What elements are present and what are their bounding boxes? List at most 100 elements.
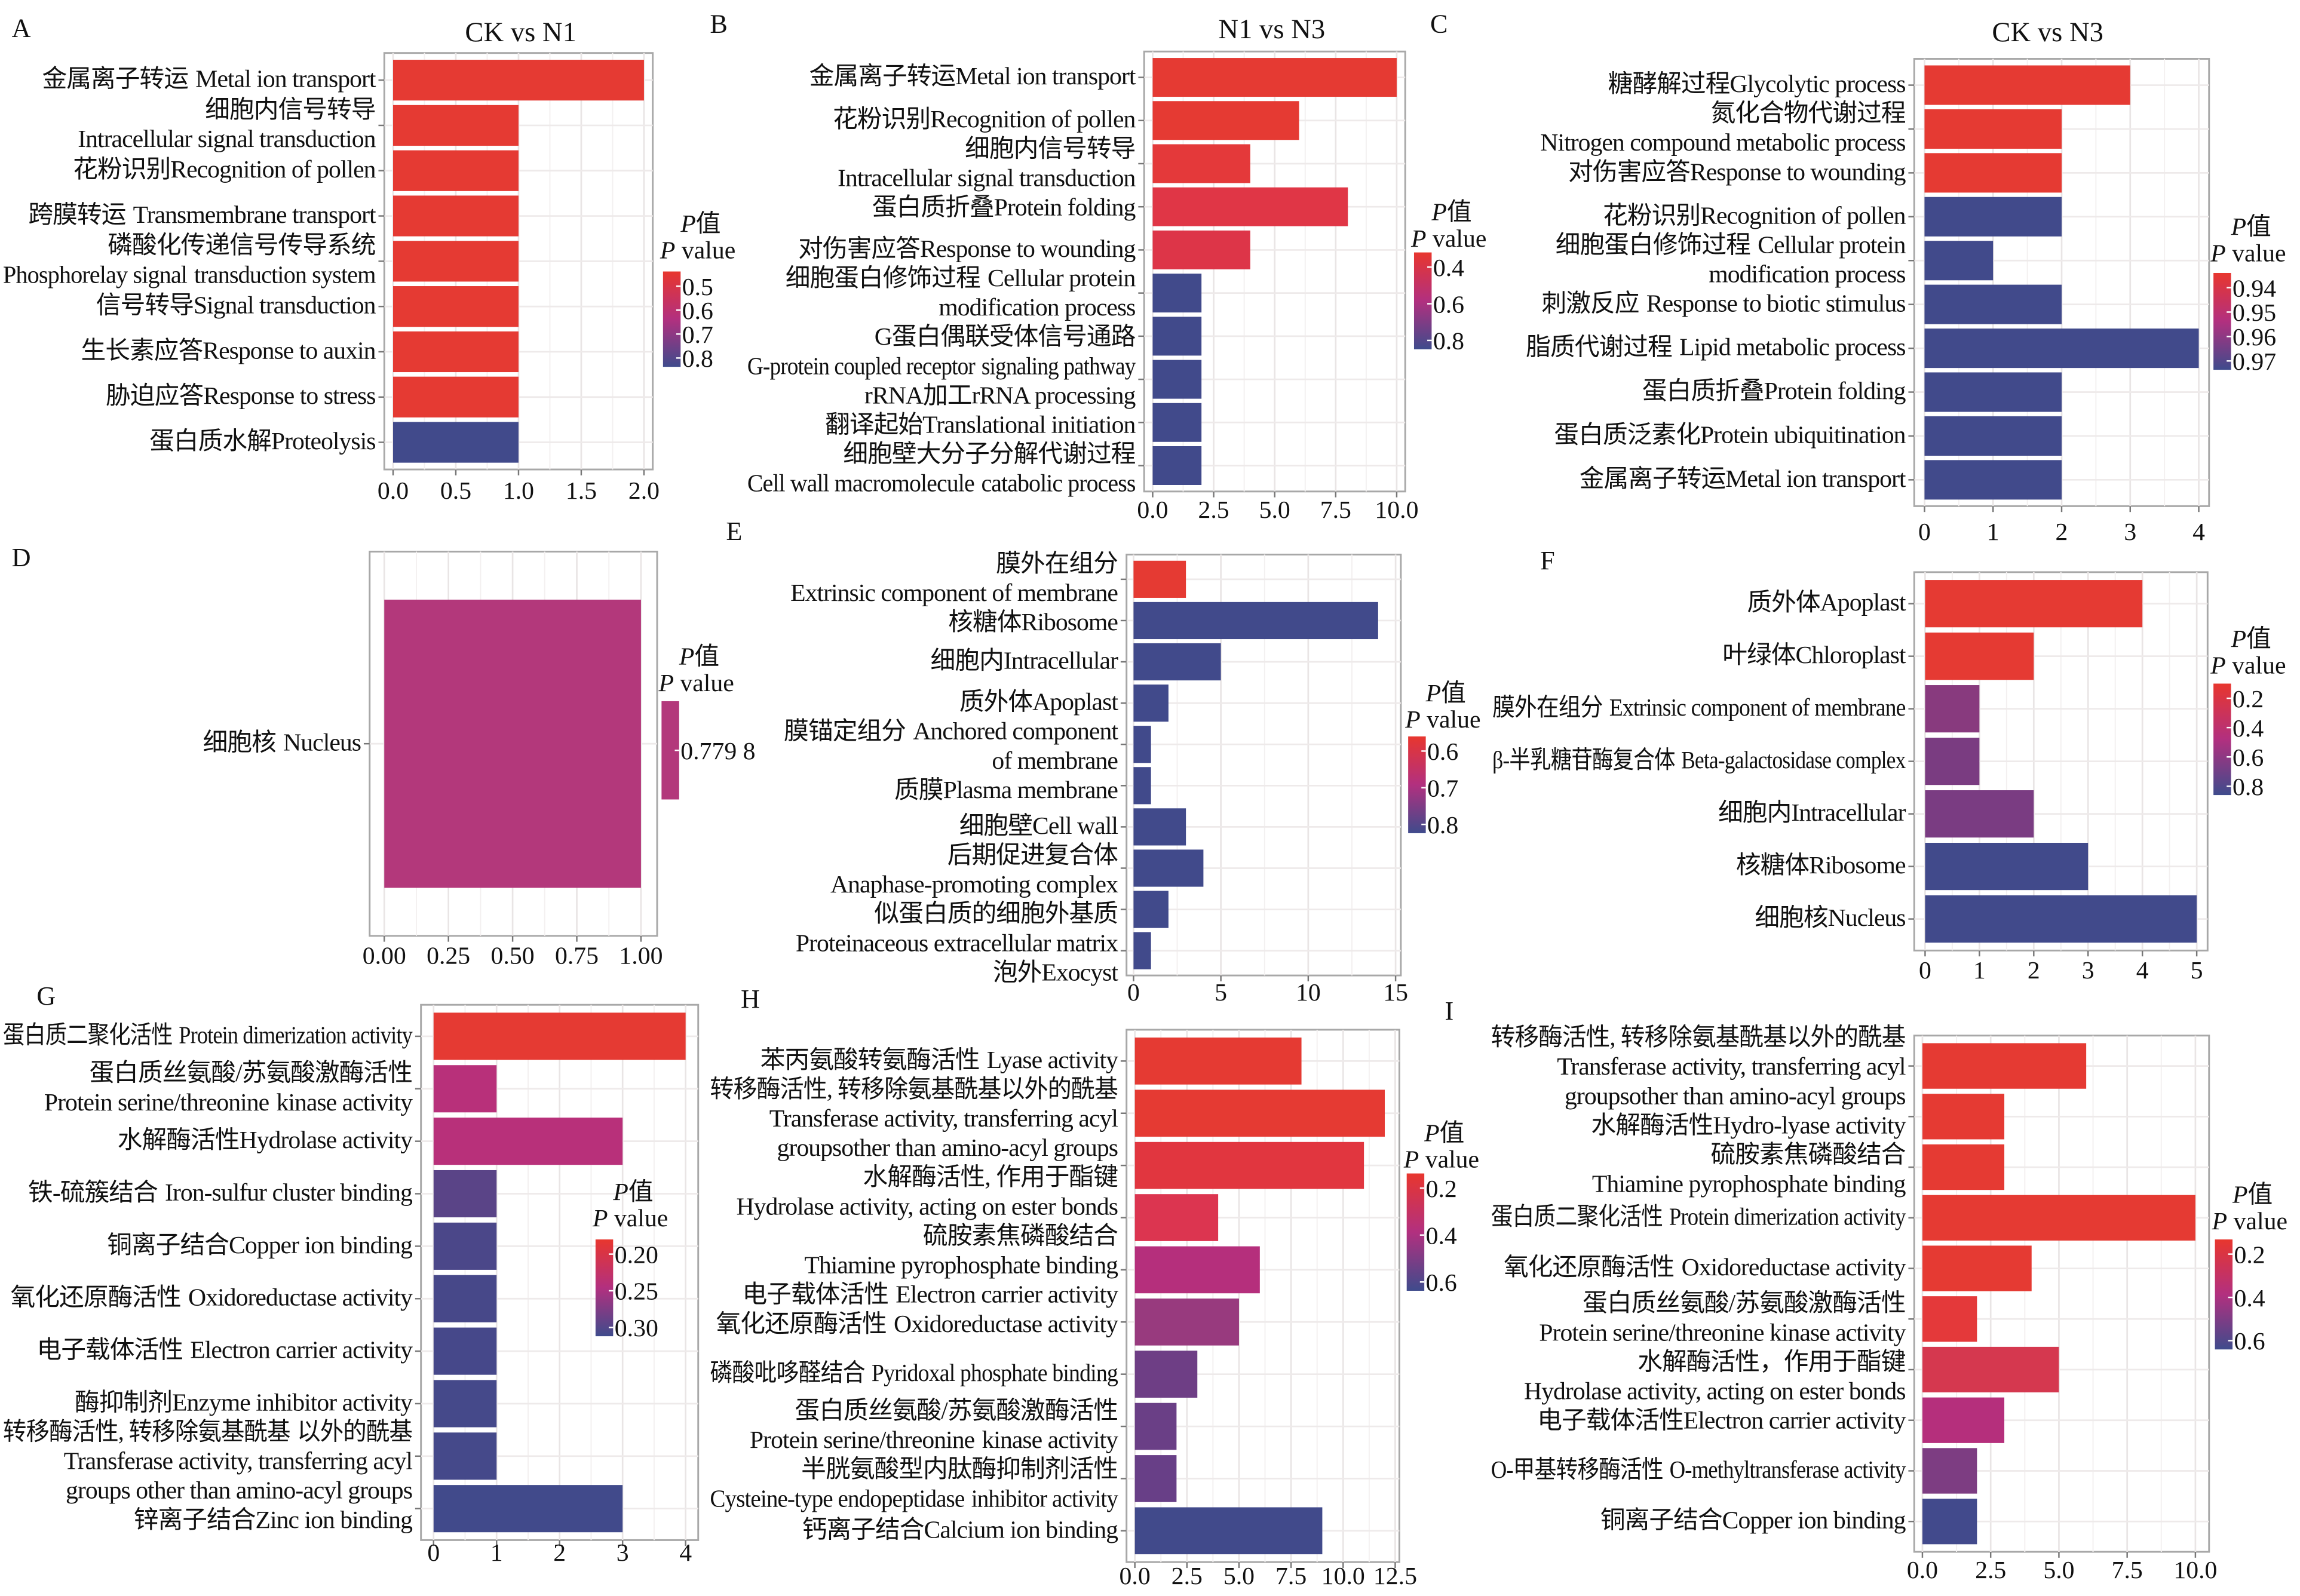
bar[interactable]: [1924, 372, 2062, 412]
bar[interactable]: [1152, 274, 1202, 313]
bar[interactable]: [1922, 1499, 1977, 1545]
bar[interactable]: [1133, 643, 1221, 681]
bar[interactable]: [1133, 849, 1204, 887]
bar[interactable]: [393, 60, 644, 101]
category-label: 核糖体Ribosome: [1736, 852, 1906, 879]
bar[interactable]: [1133, 560, 1186, 598]
bar[interactable]: [1924, 65, 2130, 105]
category-label: 金属离子转运: [42, 65, 189, 93]
bar[interactable]: [1924, 329, 2199, 369]
bar[interactable]: [433, 1118, 623, 1165]
bar[interactable]: [1925, 842, 2089, 891]
bar[interactable]: [1133, 726, 1151, 763]
category-label: Response to biotic stimulus: [1646, 290, 1906, 318]
category-label: inhibitor activity: [971, 1485, 1118, 1512]
bar[interactable]: [384, 599, 641, 888]
bar[interactable]: [1922, 1144, 2005, 1190]
category-label: 苯丙氨酸转氨酶活性: [760, 1046, 980, 1074]
bar[interactable]: [393, 105, 519, 146]
bar[interactable]: [393, 286, 519, 327]
bar[interactable]: [1152, 360, 1202, 399]
bar[interactable]: [393, 241, 519, 282]
bar[interactable]: [1925, 685, 1980, 733]
category-label: Cellular protein: [988, 265, 1136, 292]
x-tick-label: 3: [2124, 518, 2136, 546]
bar[interactable]: [1924, 416, 2062, 456]
bar[interactable]: [1925, 580, 2143, 628]
bar[interactable]: [393, 376, 519, 418]
bar[interactable]: [1924, 109, 2062, 149]
bar[interactable]: [1134, 1351, 1198, 1398]
bar[interactable]: [1925, 790, 2034, 838]
category-label: 水解酶活性，作用于酯键: [1637, 1348, 1906, 1376]
bar[interactable]: [433, 1485, 623, 1533]
bar[interactable]: [1922, 1245, 2032, 1291]
p-value-legend: P值P value 0.20.40.60.8: [2210, 625, 2286, 801]
bar[interactable]: [1925, 738, 1980, 785]
category-label: Electron carrier activity: [190, 1337, 413, 1364]
bar[interactable]: [1134, 1038, 1302, 1085]
bar[interactable]: [393, 331, 519, 373]
x-tick-label: 2.0: [628, 477, 660, 505]
colorbar: [1408, 736, 1426, 833]
bar[interactable]: [1922, 1296, 1977, 1342]
bar[interactable]: [1133, 891, 1169, 928]
bar[interactable]: [393, 150, 519, 191]
panel-letter: D: [12, 543, 31, 572]
bar[interactable]: [1152, 58, 1397, 97]
bar[interactable]: [1152, 144, 1250, 183]
bar[interactable]: [1922, 1346, 2059, 1393]
bar[interactable]: [1152, 187, 1348, 226]
category-label: O-甲基转移酶活性: [1491, 1456, 1663, 1484]
bar[interactable]: [433, 1170, 497, 1218]
category-label: 核糖体Ribosome: [948, 609, 1118, 636]
bar[interactable]: [1134, 1246, 1260, 1294]
bar[interactable]: [1924, 153, 2062, 193]
bar[interactable]: [1152, 230, 1250, 269]
bar[interactable]: [1152, 317, 1202, 356]
bar[interactable]: [1134, 1507, 1323, 1555]
bar[interactable]: [1133, 685, 1169, 722]
bar[interactable]: [1152, 101, 1299, 140]
panel-f: F 0 1 2 3 4 5 P值P value 0.20.40.60.8 质外体Apoplast 叶…: [1492, 546, 2286, 984]
bar[interactable]: [433, 1327, 497, 1375]
bar[interactable]: [1134, 1089, 1385, 1137]
bar[interactable]: [1152, 446, 1202, 485]
bar[interactable]: [1924, 460, 2062, 500]
bar[interactable]: [433, 1222, 497, 1270]
bar[interactable]: [433, 1012, 686, 1060]
bar[interactable]: [1134, 1141, 1364, 1189]
bar[interactable]: [1134, 1455, 1177, 1502]
bar[interactable]: [1922, 1397, 2005, 1443]
x-tick-label: 10.0: [2173, 1557, 2217, 1584]
bar[interactable]: [433, 1065, 497, 1113]
bar[interactable]: [1924, 284, 2062, 324]
bar[interactable]: [1924, 197, 2062, 237]
bar[interactable]: [1925, 895, 2197, 943]
category-label: 蛋白质折叠Protein folding: [872, 194, 1136, 222]
bar[interactable]: [433, 1275, 497, 1322]
bar[interactable]: [1922, 1448, 1977, 1494]
bar[interactable]: [1134, 1298, 1239, 1346]
bar[interactable]: [433, 1432, 497, 1480]
x-tick-label: 2.5: [1198, 496, 1229, 524]
category-label: 氧化还原酶活性: [716, 1310, 887, 1338]
bar[interactable]: [433, 1380, 497, 1428]
bar[interactable]: [393, 422, 519, 463]
bar[interactable]: [1133, 767, 1151, 805]
bar[interactable]: [1924, 241, 1994, 281]
x-tick-label: 15: [1383, 979, 1408, 1006]
bar[interactable]: [393, 195, 519, 237]
x-tick-label: 0.25: [427, 942, 470, 969]
bar[interactable]: [1922, 1043, 2087, 1089]
bar[interactable]: [1152, 403, 1202, 442]
bar[interactable]: [1922, 1094, 2005, 1140]
legend-title-en: P value: [660, 237, 735, 264]
bar[interactable]: [1133, 601, 1378, 640]
bar[interactable]: [1922, 1195, 2195, 1241]
bar[interactable]: [1134, 1402, 1177, 1450]
bar[interactable]: [1134, 1194, 1219, 1241]
bar[interactable]: [1133, 932, 1151, 969]
bar[interactable]: [1133, 808, 1186, 846]
bar[interactable]: [1925, 633, 2034, 680]
